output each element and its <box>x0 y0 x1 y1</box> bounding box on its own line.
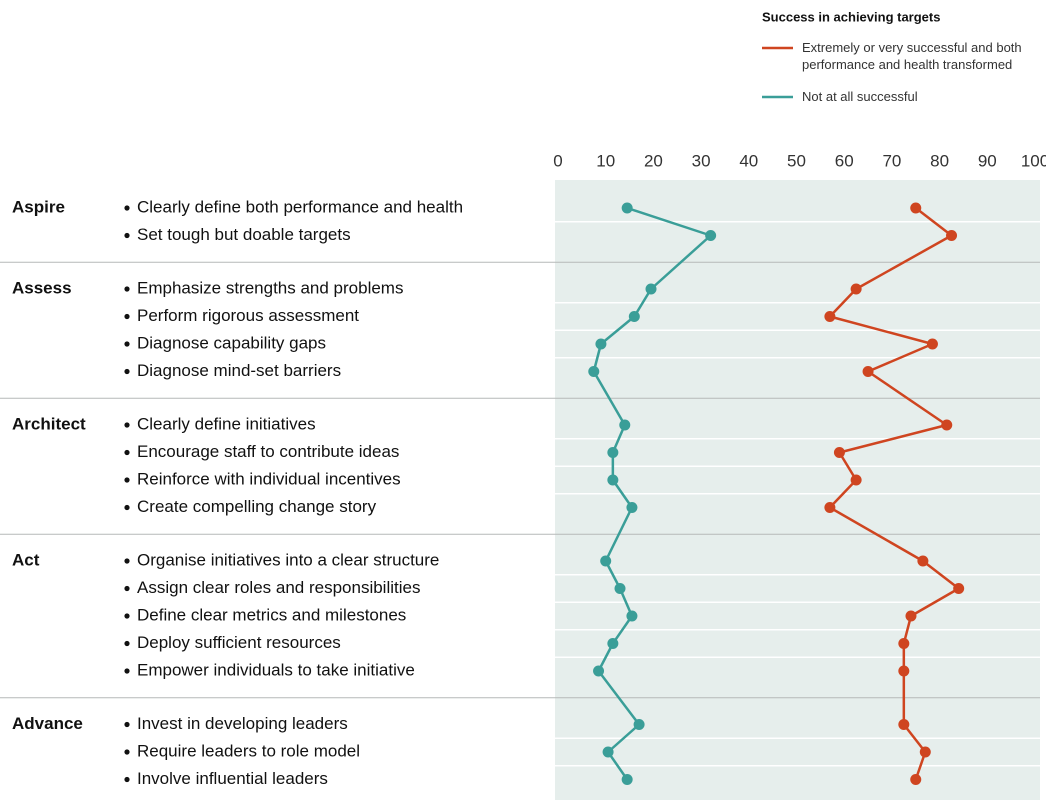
row-label: Diagnose capability gaps <box>137 333 326 352</box>
data-point <box>833 447 845 458</box>
data-point <box>946 230 958 241</box>
series-line <box>828 207 960 780</box>
x-tick-label: 60 <box>835 151 854 170</box>
data-point <box>926 338 938 350</box>
data-point <box>645 283 657 295</box>
data-point <box>588 366 600 377</box>
x-tick-label: 90 <box>978 151 997 170</box>
x-tick-label: 70 <box>882 151 901 170</box>
bullet <box>124 668 130 674</box>
row-label: Require leaders to role model <box>137 741 360 760</box>
data-point <box>602 746 614 758</box>
data-point <box>626 502 638 513</box>
row-label: Create compelling change story <box>137 497 377 516</box>
data-point <box>607 638 619 649</box>
row-label: Organise initiatives into a clear struct… <box>137 550 439 569</box>
bullet <box>124 640 130 647</box>
data-point <box>619 419 631 431</box>
data-point <box>898 665 910 677</box>
data-point <box>898 638 910 649</box>
bullet <box>124 449 130 456</box>
data-point <box>626 610 638 622</box>
data-point <box>919 746 931 758</box>
legend-label: Not at all successful <box>802 89 918 104</box>
row-label: Encourage staff to contribute ideas <box>137 442 399 461</box>
legend-label: Extremely or very successful and both pe… <box>802 40 1022 72</box>
data-point <box>824 311 836 322</box>
row-label: Empower individuals to take initiative <box>137 660 415 679</box>
bullet <box>124 341 130 347</box>
group-label: Aspire <box>12 197 65 216</box>
x-tick-label: 100 <box>1021 151 1046 170</box>
bullet <box>124 776 130 783</box>
bullet <box>124 585 130 592</box>
x-tick-label: 50 <box>787 151 806 170</box>
group-label: Advance <box>12 714 83 733</box>
bullet <box>124 313 130 320</box>
data-point <box>600 555 612 567</box>
row-label: Involve influential leaders <box>137 769 328 788</box>
row-label: Reinforce with individual incentives <box>137 469 401 488</box>
bullet <box>124 205 130 211</box>
data-point <box>607 447 619 458</box>
row-label: Assign clear roles and responsibilities <box>137 578 420 597</box>
data-point <box>824 502 836 513</box>
row-label: Set tough but doable targets <box>137 225 351 244</box>
data-point <box>614 583 626 594</box>
group-label: Assess <box>12 278 72 297</box>
bullet <box>124 286 130 292</box>
data-point <box>633 719 645 730</box>
x-tick-label: 80 <box>930 151 949 170</box>
plot-background <box>555 180 1040 800</box>
data-point <box>910 774 922 785</box>
row-label: Clearly define initiatives <box>137 414 316 433</box>
x-tick-label: 0 <box>553 151 562 170</box>
bullet <box>124 613 130 619</box>
x-tick-label: 40 <box>739 151 758 170</box>
legend-entry: Extremely or very successful and both pe… <box>802 40 1022 72</box>
legend-entry: Not at all successful <box>802 89 918 104</box>
row-label: Invest in developing leaders <box>137 714 348 733</box>
group-label: Architect <box>12 414 86 433</box>
data-point <box>595 338 607 350</box>
bullet <box>124 477 130 483</box>
data-point <box>593 665 605 677</box>
data-point <box>941 419 953 431</box>
bullet <box>124 721 130 728</box>
row-label: Define clear metrics and milestones <box>137 605 406 624</box>
data-point <box>910 202 922 214</box>
x-tick-label: 10 <box>596 151 615 170</box>
row-label: Clearly define both performance and heal… <box>137 197 463 216</box>
bullet <box>124 749 130 755</box>
data-point <box>850 283 862 295</box>
row-label: Emphasize strengths and problems <box>137 278 403 297</box>
data-point <box>850 474 862 486</box>
data-point <box>628 311 640 322</box>
data-point <box>953 583 965 594</box>
row-label: Diagnose mind-set barriers <box>137 361 341 380</box>
bullet <box>124 558 130 564</box>
bullet <box>124 368 130 375</box>
data-point <box>705 230 717 241</box>
bullet <box>124 504 130 511</box>
legend-title: Success in achieving targets <box>762 9 940 24</box>
data-point <box>917 555 929 567</box>
data-point <box>607 474 619 486</box>
data-point <box>862 366 874 377</box>
x-tick-label: 30 <box>692 151 711 170</box>
x-tick-label: 20 <box>644 151 663 170</box>
data-point <box>898 719 910 730</box>
data-point <box>621 202 633 214</box>
row-label: Deploy sufficient resources <box>137 633 341 652</box>
data-point <box>905 610 917 622</box>
bullet <box>124 232 130 239</box>
data-point <box>621 774 633 785</box>
group-label: Act <box>12 550 40 569</box>
row-label: Perform rigorous assessment <box>137 306 359 325</box>
bullet <box>124 422 130 428</box>
